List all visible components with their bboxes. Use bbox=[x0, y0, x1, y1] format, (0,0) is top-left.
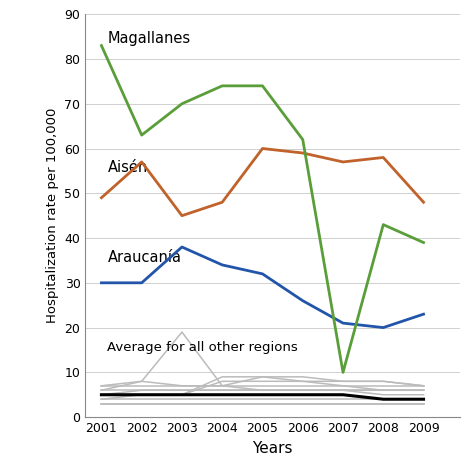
Text: Araucanía: Araucanía bbox=[108, 250, 182, 265]
Text: Average for all other regions: Average for all other regions bbox=[108, 341, 298, 355]
Text: Aisén: Aisén bbox=[108, 160, 148, 175]
X-axis label: Years: Years bbox=[252, 440, 293, 456]
Y-axis label: Hospitalization rate per 100,000: Hospitalization rate per 100,000 bbox=[46, 108, 59, 323]
Text: Magallanes: Magallanes bbox=[108, 30, 191, 46]
